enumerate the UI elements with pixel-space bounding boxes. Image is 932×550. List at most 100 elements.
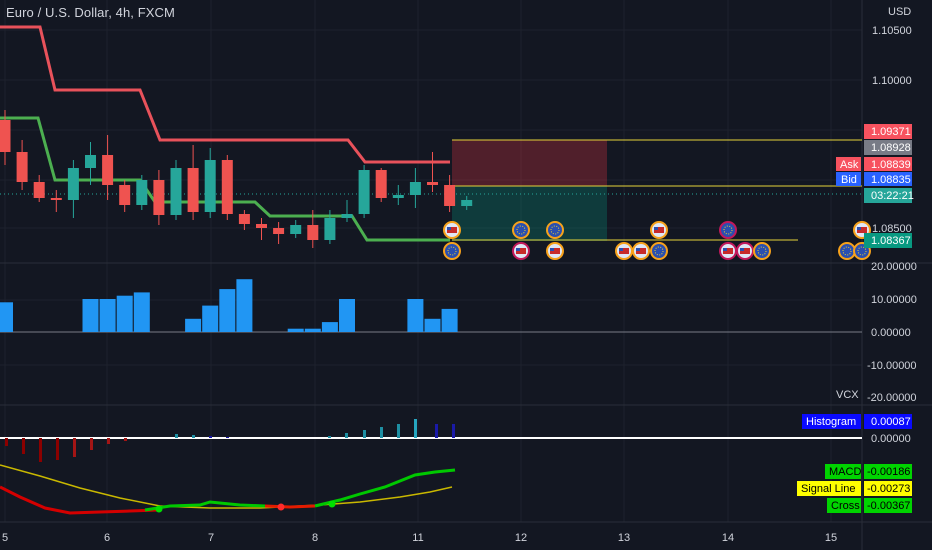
candle-body bbox=[0, 120, 11, 152]
cross-legend-label: Cross bbox=[831, 500, 860, 512]
indicator-label: VCX bbox=[836, 389, 859, 401]
cross-legend-value-bg bbox=[864, 498, 912, 513]
candle-body bbox=[136, 180, 148, 205]
candle-body bbox=[375, 170, 387, 198]
volume-bar bbox=[407, 299, 424, 332]
usd-event-icon[interactable] bbox=[650, 221, 668, 239]
candle-body bbox=[50, 198, 62, 200]
usd-event-icon[interactable] bbox=[512, 242, 530, 260]
histogram-legend-label: Histogram bbox=[806, 416, 856, 428]
volume-bar bbox=[133, 292, 150, 332]
volume-bar bbox=[116, 295, 133, 332]
price-tick: 1.08500 bbox=[872, 223, 912, 235]
macd-line-green bbox=[314, 468, 456, 508]
candle-body bbox=[119, 185, 131, 205]
usd-event-icon[interactable] bbox=[615, 242, 633, 260]
volume-bar bbox=[424, 318, 441, 332]
time-tick: 13 bbox=[618, 532, 630, 544]
candle-body bbox=[153, 180, 165, 215]
eur-event-icon[interactable] bbox=[838, 242, 856, 260]
ask-label-badge bbox=[836, 157, 861, 171]
time-tick: 11 bbox=[412, 532, 423, 544]
macd-legend-value-bg bbox=[864, 464, 912, 479]
price-badges: 1.09371 1.08928 Ask 1.08839 Bid 1.08835 … bbox=[836, 124, 914, 248]
candle-body bbox=[33, 182, 45, 198]
time-tick: 12 bbox=[515, 532, 527, 544]
signal-legend-label-bg bbox=[797, 481, 861, 496]
macd-line-green bbox=[144, 500, 266, 512]
usd-event-icon[interactable] bbox=[632, 242, 650, 260]
volume-bar bbox=[287, 328, 304, 332]
candle-body bbox=[427, 182, 438, 185]
usd-event-icon[interactable] bbox=[736, 242, 754, 260]
candle-body bbox=[204, 160, 216, 212]
eur-event-icon[interactable] bbox=[650, 242, 668, 260]
candle-body bbox=[16, 152, 28, 182]
histogram-legend-value: 0.00087 bbox=[871, 416, 911, 428]
volume-bar bbox=[304, 328, 321, 332]
volume-bar bbox=[236, 279, 253, 332]
eur-event-icon[interactable] bbox=[719, 221, 737, 239]
volume-bar bbox=[0, 302, 13, 332]
candle-body bbox=[461, 200, 473, 206]
candle-body bbox=[324, 218, 336, 240]
usd-event-icon[interactable] bbox=[853, 221, 871, 239]
volume-scale: 20.00000 10.00000 0.00000 -10.00000 -20.… bbox=[867, 261, 917, 404]
time-axis[interactable]: 5 6 7 8 11 12 13 14 15 bbox=[2, 532, 837, 544]
price-tick: 1.10500 bbox=[872, 25, 912, 37]
candle-body bbox=[444, 185, 456, 206]
economic-events[interactable] bbox=[443, 221, 871, 260]
candle-body bbox=[392, 195, 404, 198]
macd-legend-label: MACD bbox=[829, 466, 861, 478]
cross-legend-label-bg bbox=[827, 498, 861, 513]
candle-body bbox=[187, 168, 199, 212]
volume-bar bbox=[219, 289, 236, 332]
ask-label: Ask bbox=[840, 159, 859, 171]
volume-tick: -20.00000 bbox=[867, 392, 917, 404]
price-tick: 1.10000 bbox=[872, 75, 912, 87]
candle-body bbox=[170, 168, 182, 215]
support-price-badge bbox=[864, 233, 912, 248]
time-tick: 7 bbox=[208, 532, 214, 544]
signal-legend-label: Signal Line bbox=[801, 483, 855, 495]
support-price-value: 1.08367 bbox=[871, 235, 911, 247]
signal-legend-value: -0.00273 bbox=[867, 483, 910, 495]
macd-legend: Histogram 0.00087 MACD -0.00186 Signal L… bbox=[797, 414, 912, 513]
volume-bar bbox=[202, 305, 219, 332]
currency-label[interactable]: USD bbox=[888, 6, 912, 18]
position-stop-zone[interactable] bbox=[452, 140, 607, 186]
time-tick: 6 bbox=[104, 532, 110, 544]
last-price-value: 1.08928 bbox=[871, 142, 911, 154]
candle-body bbox=[307, 225, 319, 240]
signal-legend-value-bg bbox=[864, 481, 912, 496]
volume-bar bbox=[99, 299, 116, 332]
eur-event-icon[interactable] bbox=[546, 221, 564, 239]
time-tick: 15 bbox=[825, 532, 837, 544]
symbol-title[interactable]: Euro / U.S. Dollar, 4h, FXCM bbox=[6, 5, 175, 20]
candle-body bbox=[67, 168, 79, 200]
macd-line-red bbox=[264, 504, 316, 509]
time-tick: 5 bbox=[2, 532, 8, 544]
candle-body bbox=[290, 225, 302, 234]
price-scale[interactable]: 1.10500 1.10000 1.08500 bbox=[872, 25, 912, 235]
eur-event-icon[interactable] bbox=[512, 221, 530, 239]
macd-legend-value: -0.00186 bbox=[867, 466, 910, 478]
candle-body bbox=[358, 170, 370, 214]
eur-event-icon[interactable] bbox=[443, 242, 461, 260]
candle-body bbox=[85, 155, 96, 168]
usd-event-icon[interactable] bbox=[546, 242, 564, 260]
histogram-legend-label-bg bbox=[802, 414, 861, 429]
pane-separators[interactable] bbox=[0, 262, 932, 523]
ask-price-badge bbox=[864, 157, 912, 171]
histogram-legend-value-bg bbox=[864, 414, 912, 429]
candle-body bbox=[341, 214, 353, 218]
volume-bar bbox=[185, 318, 202, 332]
usd-event-icon[interactable] bbox=[443, 221, 461, 239]
candle-body bbox=[256, 224, 267, 228]
usd-event-icon[interactable] bbox=[719, 242, 737, 260]
bid-label: Bid bbox=[841, 174, 857, 186]
volume-tick: 20.00000 bbox=[871, 261, 917, 273]
volume-bar bbox=[82, 299, 99, 332]
eur-event-icon[interactable] bbox=[753, 242, 771, 260]
